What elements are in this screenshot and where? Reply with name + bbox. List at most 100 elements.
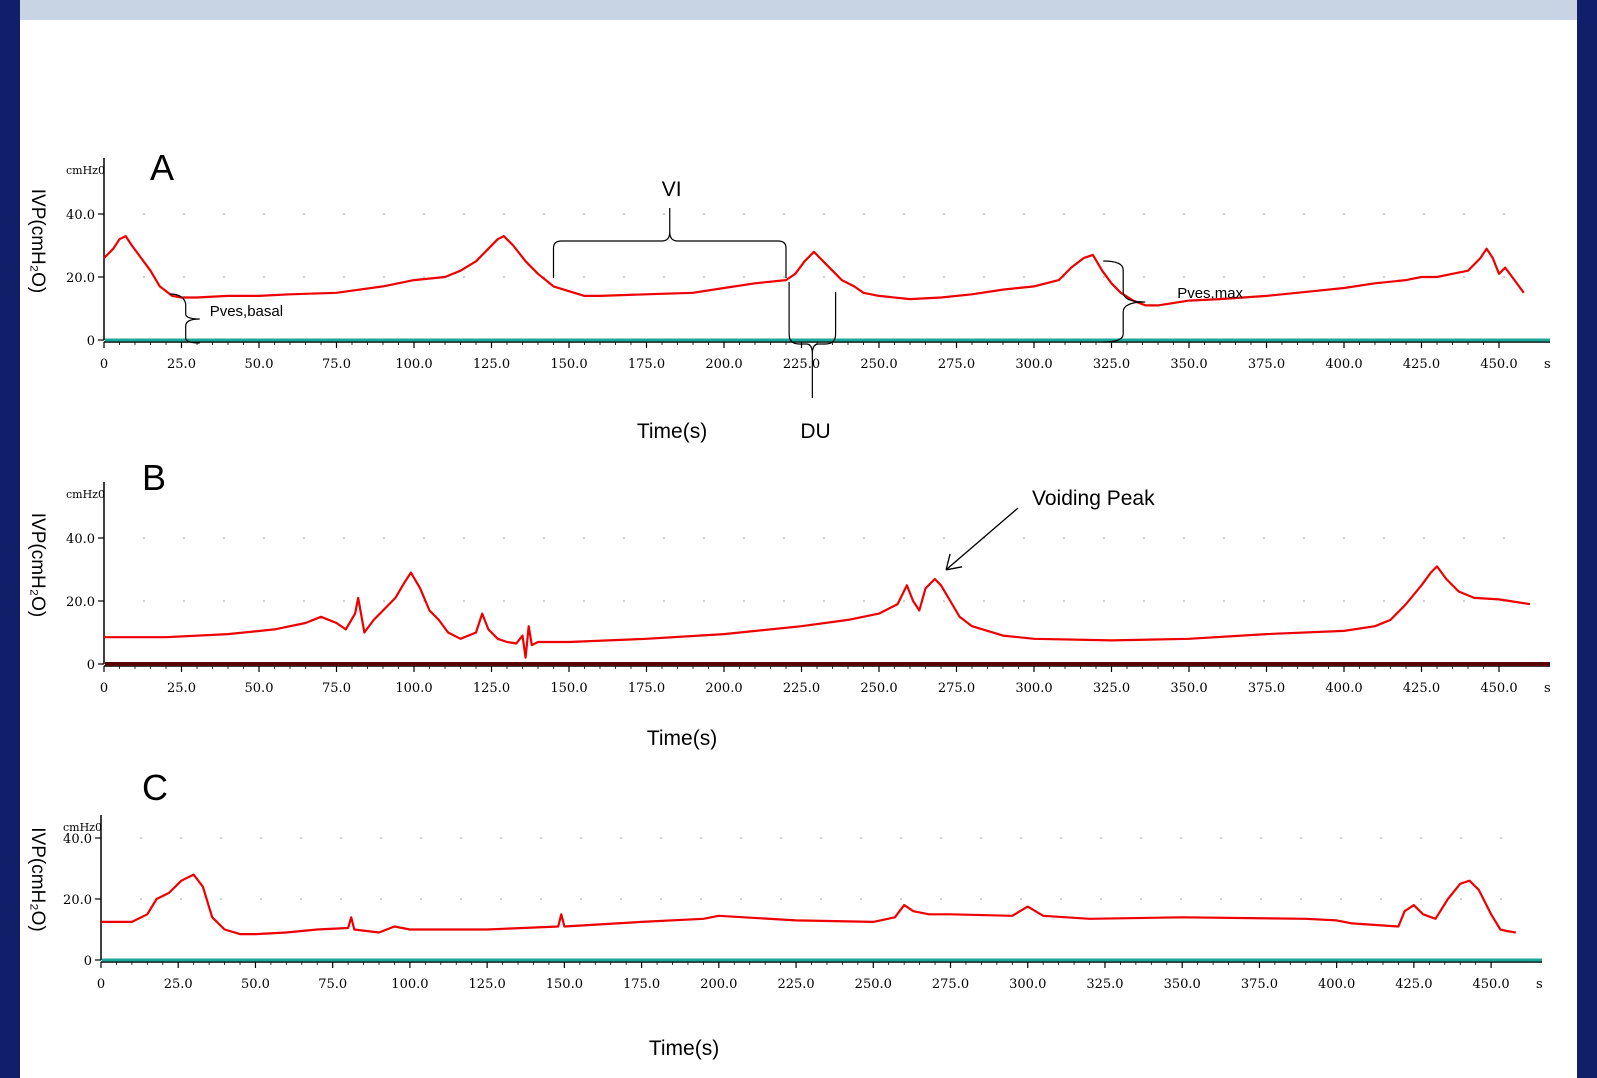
grid-dot — [820, 898, 822, 900]
grid-dot — [183, 276, 185, 278]
grid-dot — [780, 898, 782, 900]
chart-panel-a: 0 20.0 40.0 cmHz0 IVP(cmH₂O) 0 25.0 50.0 75.0 100… — [27, 147, 1551, 443]
du-label: DU — [800, 420, 830, 443]
grid-dot — [1463, 537, 1465, 539]
grid-dot — [383, 276, 385, 278]
grid-dot — [1383, 213, 1385, 215]
grid-dot — [423, 276, 425, 278]
grid-dot — [140, 898, 142, 900]
grid-dot — [1420, 837, 1422, 839]
grid-dot — [943, 600, 945, 602]
grid-dot — [223, 537, 225, 539]
x-tick-label: 275.0 — [938, 357, 975, 372]
grid-dot — [900, 837, 902, 839]
grid-dot — [500, 837, 502, 839]
grid-dot — [863, 600, 865, 602]
grid-dot — [1100, 837, 1102, 839]
grid-dot — [1460, 837, 1462, 839]
grid-dot — [183, 600, 185, 602]
x-tick-label: 300.0 — [1009, 977, 1046, 992]
frame-top-strip — [20, 0, 1577, 20]
grid-dot — [1303, 276, 1305, 278]
grid-dot — [383, 213, 385, 215]
grid-dot — [223, 276, 225, 278]
grid-dot — [820, 837, 822, 839]
grid-dot — [500, 898, 502, 900]
grid-dot — [503, 276, 505, 278]
grid-dot — [863, 213, 865, 215]
grid-dot — [780, 837, 782, 839]
panel-letter: C — [142, 767, 168, 808]
panel-letter: B — [142, 457, 166, 498]
grid-dot — [863, 537, 865, 539]
y-tick-label: 40.0 — [66, 208, 95, 223]
grid-dot — [1380, 837, 1382, 839]
grid-dot — [1220, 837, 1222, 839]
grid-dot — [180, 837, 182, 839]
x-tick-label: 75.0 — [322, 357, 351, 372]
pressure-trace-line — [103, 235, 1525, 307]
grid-dot — [1503, 213, 1505, 215]
pressure-trace-line — [104, 565, 1531, 659]
grid-dot — [1423, 600, 1425, 602]
grid-dot — [703, 213, 705, 215]
grid-dot — [740, 898, 742, 900]
grid-dot — [583, 276, 585, 278]
x-tick-label: 425.0 — [1403, 357, 1440, 372]
grid-dot — [1263, 213, 1265, 215]
y-tick-label: 40.0 — [66, 532, 95, 547]
grid-dot — [1100, 898, 1102, 900]
grid-dot — [1460, 898, 1462, 900]
grid-dot — [503, 213, 505, 215]
grid-dot — [1260, 837, 1262, 839]
x-tick-label: 150.0 — [550, 357, 587, 372]
grid-dot — [343, 600, 345, 602]
grid-dot — [583, 537, 585, 539]
grid-dot — [863, 276, 865, 278]
grid-dot — [1103, 537, 1105, 539]
grid-dot — [1223, 537, 1225, 539]
grid-dot — [383, 537, 385, 539]
grid-dot — [1343, 537, 1345, 539]
grid-dot — [903, 276, 905, 278]
pves-basal-brace — [169, 293, 200, 344]
panel-letter: A — [150, 147, 174, 188]
grid-dot — [380, 898, 382, 900]
grid-dot — [943, 537, 945, 539]
grid-dot — [1380, 898, 1382, 900]
grid-dot — [1220, 898, 1222, 900]
grid-dot — [743, 213, 745, 215]
y-tick-label: 20.0 — [63, 893, 92, 908]
grid-dot — [783, 600, 785, 602]
x-tick-label: 75.0 — [322, 681, 351, 696]
grid-dot — [303, 276, 305, 278]
grid-dot — [1020, 837, 1022, 839]
x-tick-label: 375.0 — [1248, 681, 1285, 696]
grid-dot — [823, 600, 825, 602]
vi-brace — [552, 208, 787, 278]
grid-dot — [860, 837, 862, 839]
y-axis-title: IVP(cmH₂O) — [27, 827, 48, 931]
voiding-peak-arrow-line — [945, 507, 1019, 571]
grid-dot — [980, 898, 982, 900]
grid-dot — [463, 276, 465, 278]
x-tick-label: 350.0 — [1170, 681, 1207, 696]
grid-dot — [263, 600, 265, 602]
grid-dot — [223, 213, 225, 215]
du-brace — [788, 282, 837, 398]
x-tick-label: 150.0 — [550, 681, 587, 696]
grid-dot — [1420, 898, 1422, 900]
grid-dot — [1063, 213, 1065, 215]
grid-dot — [303, 537, 305, 539]
grid-dot — [943, 213, 945, 215]
grid-dot — [1223, 276, 1225, 278]
grid-dot — [1023, 600, 1025, 602]
x-tick-label: 300.0 — [1015, 357, 1052, 372]
grid-dot — [1263, 600, 1265, 602]
grid-dot — [783, 276, 785, 278]
grid-dot — [1143, 276, 1145, 278]
grid-dot — [1060, 837, 1062, 839]
grid-dot — [1143, 213, 1145, 215]
grid-dot — [663, 276, 665, 278]
